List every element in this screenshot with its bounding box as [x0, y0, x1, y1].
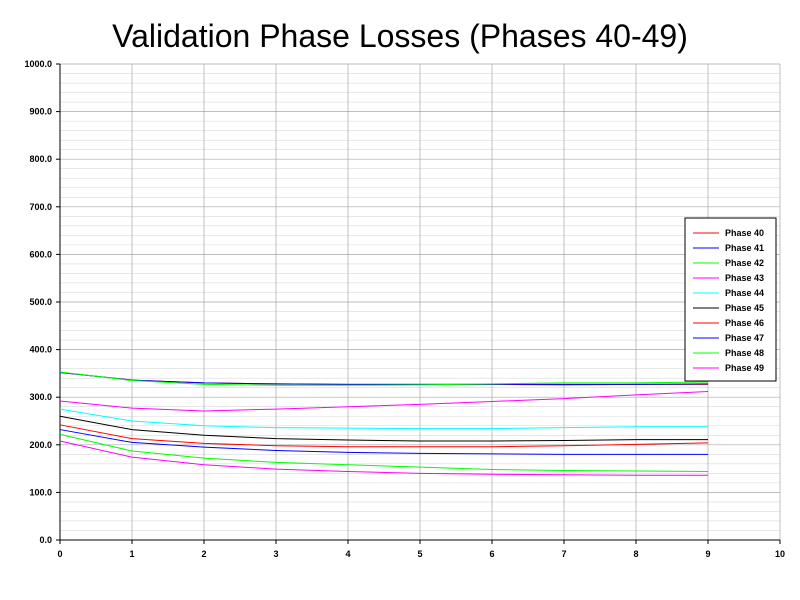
y-tick-label: 1000.0 — [24, 59, 52, 69]
series-lines — [59, 371, 709, 476]
x-tick-label: 8 — [633, 549, 638, 559]
chart-title: Validation Phase Losses (Phases 40-49) — [112, 18, 688, 54]
axes — [56, 63, 781, 544]
x-tick-label: 6 — [489, 549, 494, 559]
y-tick-label: 200.0 — [29, 440, 52, 450]
x-tick-label: 0 — [57, 549, 62, 559]
y-tick-label: 400.0 — [29, 345, 52, 355]
series-line-phase-43 — [59, 390, 709, 412]
legend-box — [684, 217, 777, 382]
x-tick-label: 2 — [201, 549, 206, 559]
series-line-phase-42 — [59, 371, 709, 386]
series-line-phase-49 — [59, 440, 708, 476]
legend-label: Phase 45 — [725, 303, 764, 313]
legend-label: Phase 44 — [725, 288, 764, 298]
x-tick-label: 10 — [775, 549, 785, 559]
y-tick-label: 0.0 — [39, 535, 52, 545]
legend-label: Phase 48 — [725, 348, 764, 358]
x-tick-label: 3 — [273, 549, 278, 559]
series-line-phase-48 — [59, 433, 709, 472]
x-tick-label: 7 — [561, 549, 566, 559]
legend-label: Phase 47 — [725, 333, 764, 343]
legend-label: Phase 41 — [725, 243, 764, 253]
legend: Phase 40 Phase 41 Phase 42 Phase 43 Phase 44… — [684, 217, 777, 382]
series-line-phase-45 — [59, 415, 708, 442]
series-line-phase-47 — [59, 429, 708, 455]
y-tick-label: 300.0 — [29, 392, 52, 402]
y-tick-label: 700.0 — [29, 202, 52, 212]
y-tick-label: 600.0 — [29, 249, 52, 259]
x-tick-label: 9 — [705, 549, 710, 559]
y-tick-label: 800.0 — [29, 154, 52, 164]
series-line-phase-41 — [59, 371, 709, 385]
x-tick-label: 5 — [417, 549, 422, 559]
y-tick-label: 100.0 — [29, 487, 52, 497]
y-tick-label: 500.0 — [29, 297, 52, 307]
y-tick-label: 900.0 — [29, 107, 52, 117]
tick-labels: 0.0100.0200.0300.0400.0500.0600.0700.080… — [24, 59, 785, 559]
legend-label: Phase 49 — [725, 363, 764, 373]
legend-label: Phase 46 — [725, 318, 764, 328]
major-grid — [59, 63, 781, 541]
x-tick-label: 4 — [345, 549, 350, 559]
legend-label: Phase 42 — [725, 258, 764, 268]
legend-label: Phase 40 — [725, 228, 764, 238]
x-tick-label: 1 — [129, 549, 134, 559]
series-line-phase-44 — [59, 408, 708, 430]
legend-label: Phase 43 — [725, 273, 764, 283]
series-line-phase-46 — [59, 424, 709, 448]
